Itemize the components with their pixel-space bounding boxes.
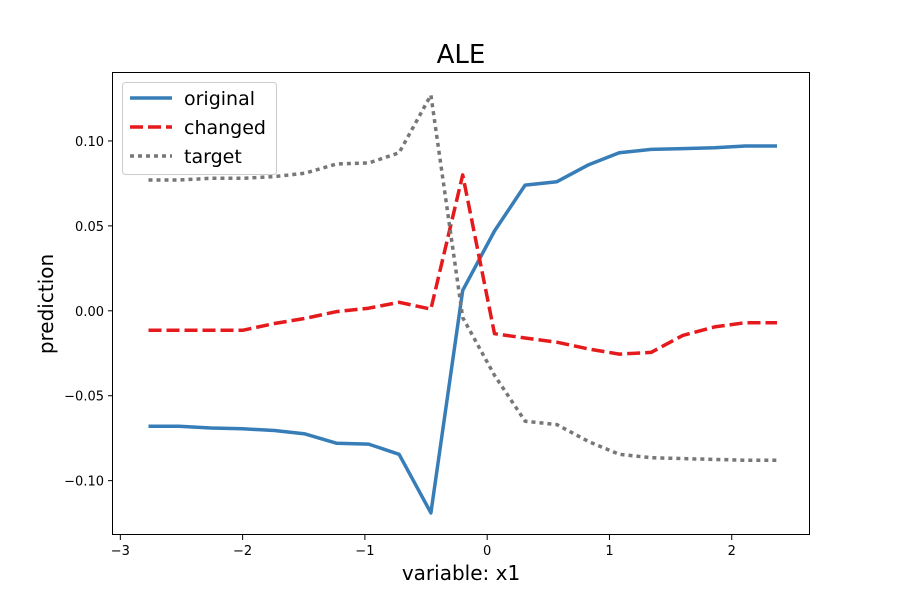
chart-title: ALE (437, 40, 486, 70)
y-axis-label: prediction (34, 254, 58, 354)
y-tick-label: 0.05 (75, 220, 104, 235)
series-line-changed (148, 173, 777, 356)
x-axis-ticks: −3 −2 −1 0 1 2 (111, 535, 736, 559)
x-tick-label: 0 (483, 544, 491, 559)
series-line-target (148, 93, 777, 463)
legend: original changed target (122, 82, 277, 175)
x-tick-label: −3 (111, 544, 130, 559)
x-tick-label: −2 (233, 544, 252, 559)
x-tick-label: 1 (605, 544, 613, 559)
legend-label-original: original (184, 88, 255, 110)
y-tick-label: −0.10 (64, 475, 104, 490)
y-tick-label: 0.00 (75, 305, 104, 320)
legend-label-target: target (184, 146, 242, 168)
y-axis-ticks: −0.10 −0.05 0.00 0.05 0.10 (64, 135, 113, 490)
y-tick-label: −0.05 (64, 390, 104, 405)
y-tick-label: 0.10 (75, 135, 104, 150)
series-line-original (148, 144, 777, 515)
legend-label-changed: changed (184, 117, 266, 139)
series-lines (148, 93, 777, 515)
legend-box (122, 82, 277, 175)
x-tick-label: −1 (355, 544, 374, 559)
x-tick-label: 2 (728, 544, 736, 559)
plot-area-frame (112, 72, 810, 535)
x-axis-label: variable: x1 (402, 561, 520, 585)
